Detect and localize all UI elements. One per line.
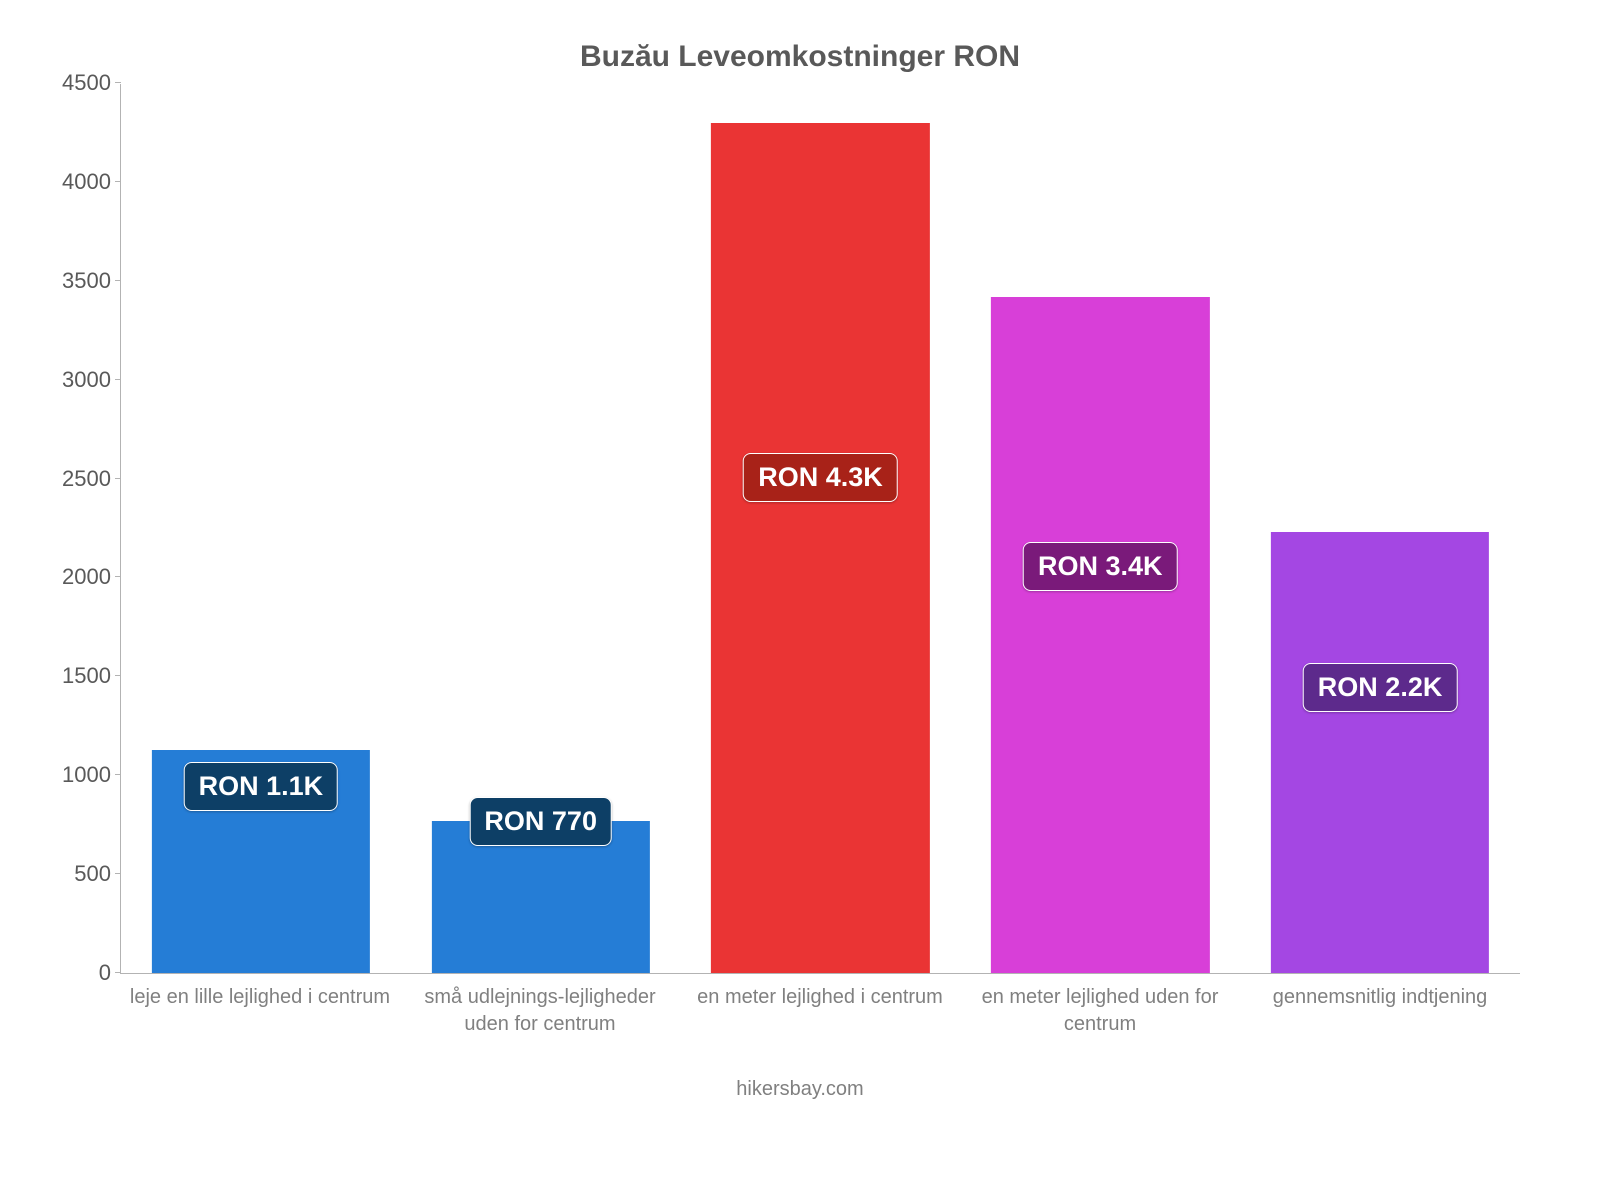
- chart-title: Buzău Leveomkostninger RON: [40, 40, 1560, 74]
- bar-slot: RON 1.1K: [121, 84, 401, 973]
- y-axis-tick-label: 500: [74, 861, 121, 887]
- x-axis-label: gennemsnitlig indtjening: [1240, 984, 1520, 1038]
- x-axis-labels: leje en lille lejlighed i centrumsmå udl…: [120, 984, 1520, 1038]
- y-axis-tick-label: 4000: [62, 169, 121, 195]
- bar: [711, 123, 929, 973]
- y-axis-tick-mark: [115, 82, 121, 83]
- bars-wrap: RON 1.1K RON 770 RON 4.3K RON 3.4K RON 2.2K: [121, 84, 1520, 973]
- y-axis-tick-label: 2500: [62, 466, 121, 492]
- value-badge: RON 770: [469, 797, 612, 846]
- bar: [991, 297, 1209, 973]
- x-axis-label: en meter lejlighed uden for centrum: [960, 984, 1240, 1038]
- bar-slot: RON 2.2K: [1240, 84, 1520, 973]
- x-axis-label: små udlejnings-lejligheder uden for cent…: [400, 984, 680, 1038]
- chart-container: Buzău Leveomkostninger RON 0500100015002…: [0, 0, 1600, 1200]
- x-axis-label: en meter lejlighed i centrum: [680, 984, 960, 1038]
- y-axis-tick-label: 0: [99, 960, 121, 986]
- y-axis-tick-label: 2000: [62, 564, 121, 590]
- x-axis-label: leje en lille lejlighed i centrum: [120, 984, 400, 1038]
- y-axis-tick-label: 3500: [62, 268, 121, 294]
- bar-slot: RON 4.3K: [681, 84, 961, 973]
- bar-slot: RON 3.4K: [960, 84, 1240, 973]
- y-axis-tick-label: 1500: [62, 663, 121, 689]
- bar: [1271, 532, 1489, 973]
- plot-area: 050010001500200025003000350040004500RON …: [120, 84, 1520, 974]
- y-axis-tick-label: 4500: [62, 70, 121, 96]
- value-badge: RON 2.2K: [1303, 663, 1458, 712]
- value-badge: RON 3.4K: [1023, 542, 1178, 591]
- value-badge: RON 1.1K: [184, 762, 339, 811]
- bar-slot: RON 770: [401, 84, 681, 973]
- y-axis-tick-label: 3000: [62, 367, 121, 393]
- y-axis-tick-label: 1000: [62, 762, 121, 788]
- chart-footer: hikersbay.com: [40, 1078, 1560, 1101]
- value-badge: RON 4.3K: [743, 453, 898, 502]
